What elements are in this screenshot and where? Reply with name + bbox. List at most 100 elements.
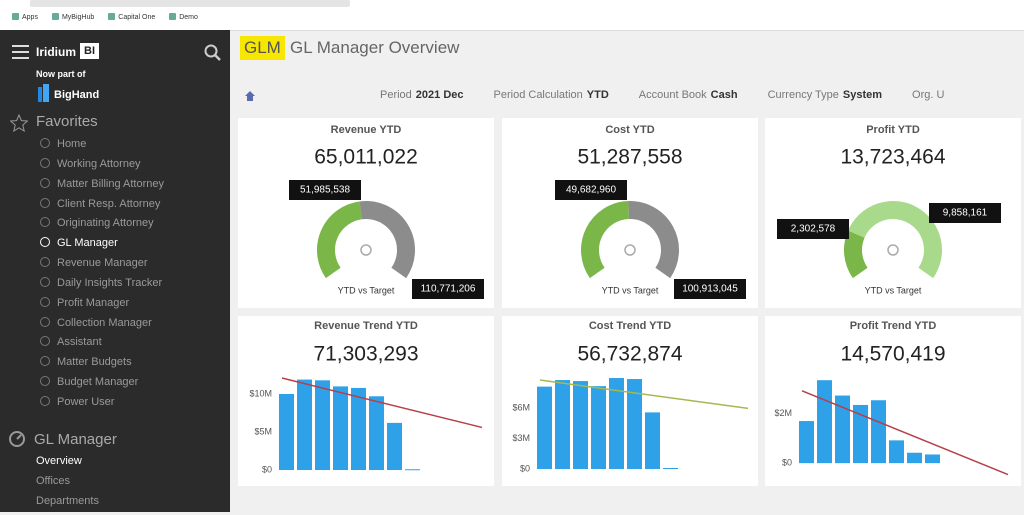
card-chart: Revenue Trend YTD 71,303,293 $0 $5M $10M: [249, 320, 483, 474]
card: Revenue YTD 65,011,022 YTD vs Target 51,985…: [238, 118, 494, 308]
bar: [645, 412, 660, 469]
card-chart: Profit YTD 13,723,464 YTD vs Target 2,302,5…: [777, 124, 1001, 295]
bookmark[interactable]: Demo: [169, 13, 198, 21]
bookmark[interactable]: MyBigHub: [52, 13, 94, 21]
card-chart: Cost YTD 51,287,558 YTD vs Target 49,682,96…: [555, 124, 746, 299]
card-title: Profit Trend YTD: [850, 320, 937, 332]
card-title: Cost YTD: [605, 124, 654, 136]
nav-item[interactable]: Originating Attorney: [40, 216, 164, 236]
gauge-caption: YTD vs Target: [338, 285, 395, 295]
nav-item[interactable]: Assistant: [40, 335, 164, 355]
filter[interactable]: Account Book Cash: [639, 89, 738, 101]
partner: BigHand: [54, 89, 100, 101]
star-icon: [10, 114, 28, 132]
home-icon[interactable]: [244, 90, 256, 102]
gauge-label: 51,985,538: [300, 185, 350, 196]
gauge-value: [844, 230, 868, 279]
filter-value: Cash: [710, 89, 738, 101]
trend-line: [281, 377, 483, 429]
bar: [387, 422, 402, 470]
gauge-icon: [9, 431, 25, 447]
gauge-icon: [624, 244, 636, 256]
gauge-label: 49,682,960: [566, 185, 616, 196]
card-total: 14,570,419: [840, 343, 945, 366]
filter[interactable]: Period 2021 Dec: [380, 89, 464, 101]
nav-item[interactable]: Overview: [36, 455, 82, 467]
filter[interactable]: Period Calculation YTD: [494, 89, 609, 101]
nav-item[interactable]: GL Manager: [40, 236, 164, 256]
bar: [573, 381, 588, 469]
nav-item[interactable]: Client Resp. Attorney: [40, 197, 164, 217]
y-tick-label: $5M: [254, 426, 272, 436]
header-title: GL Manager Overview: [290, 38, 460, 57]
nav-item[interactable]: Home: [40, 137, 164, 157]
filter-value: YTD: [586, 89, 609, 101]
label-box: [289, 180, 361, 200]
card-title: Revenue Trend YTD: [314, 320, 418, 332]
y-tick-label: $6M: [512, 403, 530, 413]
gauge-label: 100,913,045: [682, 284, 738, 295]
label-box: [777, 219, 849, 239]
bar: [297, 379, 312, 470]
gauge-rest: [848, 201, 942, 279]
card-chart: Revenue YTD 65,011,022 YTD vs Target 51,985…: [289, 124, 484, 299]
label-box: [555, 180, 627, 200]
section-title[interactable]: GL Manager: [34, 431, 117, 448]
bar: [871, 400, 886, 464]
filter-label: Period: [380, 89, 412, 101]
bar: [405, 469, 420, 471]
brand-badge: BI: [80, 43, 99, 59]
card: Profit YTD 13,723,464 YTD vs Target 2,302,5…: [765, 118, 1021, 308]
card-title: Profit YTD: [866, 124, 920, 136]
label-box: [674, 279, 746, 299]
gauge-rest: [359, 201, 415, 279]
nav-item[interactable]: Power User: [40, 395, 164, 415]
search-icon[interactable]: [204, 44, 222, 62]
nav-item[interactable]: Matter Billing Attorney: [40, 177, 164, 197]
bar: [333, 386, 348, 470]
header-badge: GLM: [240, 36, 285, 60]
bar: [925, 454, 940, 464]
card: Revenue Trend YTD 71,303,293 $0 $5M $10M: [238, 316, 494, 486]
card-total: 71,303,293: [313, 343, 418, 366]
bookmark[interactable]: Apps: [12, 13, 38, 21]
nav-item[interactable]: Offices: [36, 475, 71, 487]
gauge-icon: [887, 244, 899, 256]
card-chart: Profit Trend YTD 14,570,419 $0 $2M: [774, 320, 1009, 476]
y-tick-label: $0: [782, 458, 792, 468]
filter[interactable]: Currency Type System: [768, 89, 882, 101]
nav-item[interactable]: Matter Budgets: [40, 355, 164, 375]
tagline: Now part of: [36, 69, 86, 79]
filter-label: Period Calculation: [493, 89, 583, 101]
nav-item[interactable]: Departments: [36, 495, 99, 507]
section-list: Overview Offices Departments: [36, 455, 99, 515]
bar: [853, 404, 868, 464]
bookmark[interactable]: Capital One: [108, 13, 155, 21]
nav-item[interactable]: Collection Manager: [40, 316, 164, 336]
bar: [555, 380, 570, 469]
gauge-value: [317, 201, 363, 279]
gauge-caption: YTD vs Target: [865, 285, 922, 295]
menu-icon[interactable]: [12, 45, 29, 59]
card: Cost YTD 51,287,558 YTD vs Target 49,682,96…: [502, 118, 758, 308]
nav-item[interactable]: Budget Manager: [40, 375, 164, 395]
card-total: 51,287,558: [577, 146, 682, 169]
favorites-title[interactable]: Favorites: [36, 113, 98, 130]
bookmarks: Apps MyBigHub Capital One Demo: [12, 13, 198, 21]
favorites-list: Home Working Attorney Matter Billing Attor…: [40, 137, 164, 415]
nav-item[interactable]: Profit Manager: [40, 296, 164, 316]
trend-line: [539, 379, 749, 410]
address-bar[interactable]: [30, 0, 350, 7]
y-tick-label: $10M: [249, 388, 272, 398]
nav-item[interactable]: Daily Insights Tracker: [40, 276, 164, 296]
label-box: [412, 279, 484, 299]
gauge-label: 9,858,161: [943, 208, 988, 219]
nav-item[interactable]: Revenue Manager: [40, 256, 164, 276]
filter[interactable]: Org. U: [912, 89, 944, 101]
nav-item[interactable]: Working Attorney: [40, 157, 164, 177]
card-total: 13,723,464: [840, 146, 945, 169]
trend-line: [801, 390, 1009, 476]
bar: [663, 467, 678, 469]
card-total: 56,732,874: [577, 343, 682, 366]
